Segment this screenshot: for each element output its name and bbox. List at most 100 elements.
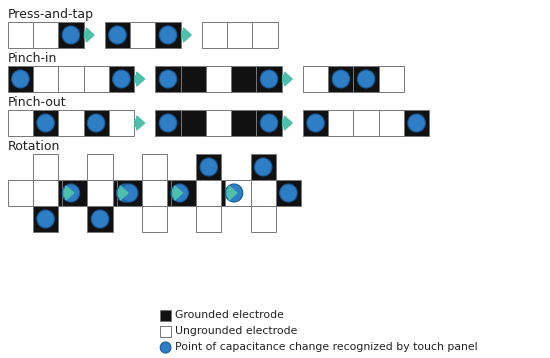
Bar [206,110,231,136]
Bar [251,180,276,206]
Bar [87,154,113,180]
Circle shape [160,26,177,44]
FancyArrow shape [227,186,237,200]
Bar [142,154,167,180]
Bar [58,180,84,206]
Circle shape [37,114,54,132]
Bar [256,110,282,136]
Bar [196,180,222,206]
Bar [58,66,84,92]
Bar [354,66,379,92]
Circle shape [120,184,138,202]
Bar [222,180,246,206]
Circle shape [171,184,189,202]
Bar [117,180,142,206]
Bar [156,66,180,92]
Bar [379,110,404,136]
Circle shape [62,184,80,202]
Bar [256,66,282,92]
Bar [33,22,58,48]
Bar [404,110,429,136]
FancyArrow shape [64,186,74,200]
Bar [87,180,113,206]
Text: Press-and-tap: Press-and-tap [8,8,94,21]
Bar [58,110,84,136]
Circle shape [280,184,297,202]
Text: Point of capacitance change recognized by touch panel: Point of capacitance change recognized b… [175,343,477,353]
Bar [8,22,33,48]
Bar [8,110,33,136]
Bar [227,22,252,48]
Bar [167,180,192,206]
Bar [87,206,113,232]
Bar [142,180,167,206]
Bar [33,206,58,232]
Circle shape [160,342,171,353]
Circle shape [117,184,134,202]
Circle shape [307,114,324,132]
Bar [231,66,256,92]
Bar [180,110,206,136]
Bar [379,66,404,92]
Bar [180,66,206,92]
Circle shape [62,26,80,44]
Bar [113,180,138,206]
Circle shape [87,114,105,132]
Circle shape [37,210,54,228]
Bar [328,110,354,136]
Bar [105,22,130,48]
Bar [62,180,87,206]
Bar [156,110,180,136]
Text: Pinch-in: Pinch-in [8,52,57,65]
Bar [156,22,180,48]
Circle shape [160,114,177,132]
Bar [206,66,231,92]
Circle shape [255,158,272,176]
Circle shape [226,184,243,202]
Bar [303,110,328,136]
Circle shape [109,26,126,44]
FancyArrow shape [118,186,128,200]
Circle shape [408,114,425,132]
FancyArrow shape [182,28,191,42]
Bar [8,180,33,206]
Bar [276,180,301,206]
Bar [252,22,278,48]
FancyArrow shape [173,186,183,200]
FancyArrow shape [85,28,94,42]
Bar [33,110,58,136]
Bar [354,110,379,136]
Bar [328,66,354,92]
Bar [8,66,33,92]
FancyArrow shape [135,116,145,130]
Bar [33,154,58,180]
Bar [160,326,171,337]
Bar [33,66,58,92]
Bar [84,66,109,92]
Bar [251,206,276,232]
Circle shape [332,70,350,88]
Bar [130,22,156,48]
FancyArrow shape [283,72,292,86]
Bar [84,110,109,136]
Bar [160,310,171,321]
Text: Rotation: Rotation [8,140,60,153]
Circle shape [260,70,278,88]
Bar [142,206,167,232]
Bar [109,66,134,92]
Circle shape [113,70,130,88]
Bar [251,154,276,180]
Bar [109,110,134,136]
Text: Ungrounded electrode: Ungrounded electrode [175,326,297,337]
Bar [171,180,196,206]
Circle shape [91,210,109,228]
Bar [58,22,84,48]
Circle shape [160,70,177,88]
Text: Pinch-out: Pinch-out [8,96,67,109]
Circle shape [358,70,375,88]
Bar [196,206,222,232]
Circle shape [12,70,29,88]
Bar [196,154,222,180]
FancyArrow shape [135,72,145,86]
Bar [231,110,256,136]
